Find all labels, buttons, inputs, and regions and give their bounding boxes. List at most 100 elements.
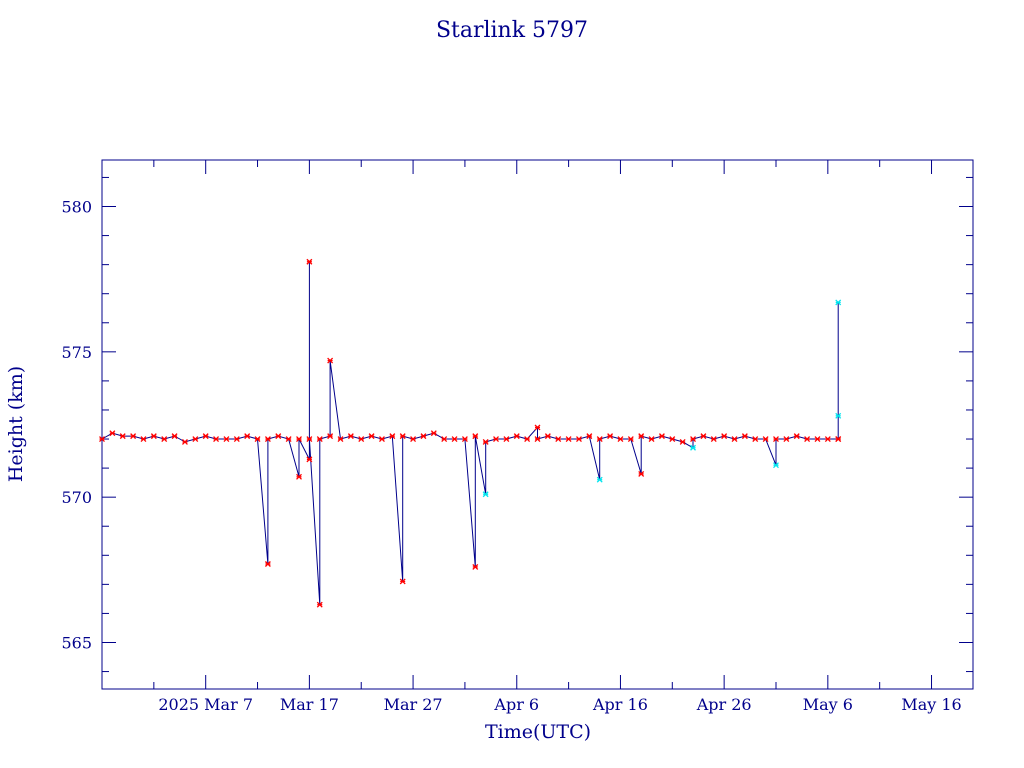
data-point (150, 433, 157, 440)
data-point (275, 433, 282, 440)
data-point (327, 433, 334, 440)
data-point (223, 436, 230, 442)
data-point-highlight (835, 412, 842, 419)
data-point (814, 436, 821, 442)
data-point (534, 424, 541, 431)
series-line (101, 261, 839, 605)
data-point (347, 433, 354, 440)
data-point (669, 436, 676, 442)
data-point-highlight (835, 299, 842, 306)
data-point (254, 436, 261, 442)
data-point (607, 433, 614, 440)
data-point (306, 436, 313, 442)
x-tick-label: Apr 6 (493, 695, 539, 714)
data-point (576, 436, 582, 442)
x-tick-label: Apr 16 (592, 695, 648, 714)
data-point (627, 436, 634, 442)
plot-frame (101, 159, 974, 690)
data-point (482, 438, 489, 445)
y-axis-label: Height (km) (5, 366, 27, 482)
data-point (358, 436, 365, 442)
x-axis-label: Time(UTC) (485, 721, 591, 743)
data-point (472, 563, 479, 570)
data-point (140, 436, 147, 442)
data-point (264, 436, 271, 442)
data-point (493, 436, 499, 442)
data-point (264, 561, 271, 567)
series-height (99, 258, 842, 608)
data-point (783, 436, 790, 442)
data-point (451, 436, 458, 442)
data-point-highlight (690, 444, 696, 451)
data-point (399, 433, 406, 440)
data-point (700, 433, 707, 440)
data-point (710, 436, 717, 442)
data-point (285, 436, 292, 442)
x-tick-label: 2025 Mar 7 (158, 695, 253, 714)
data-point (410, 436, 417, 442)
data-point (192, 436, 199, 442)
y-tick-label: 565 (61, 633, 92, 652)
data-point (213, 436, 220, 442)
data-point (161, 436, 168, 442)
data-point (793, 433, 800, 440)
data-point (316, 601, 323, 608)
data-point (368, 433, 375, 440)
data-point (752, 436, 759, 442)
data-point (586, 433, 593, 440)
x-tick-label: Apr 26 (696, 695, 752, 714)
data-point (762, 436, 769, 442)
y-tick-label: 580 (61, 198, 92, 217)
data-point (296, 473, 302, 480)
data-point-highlight (596, 476, 603, 483)
data-point (306, 456, 313, 463)
x-tick-label: Mar 27 (384, 695, 443, 714)
data-point (399, 578, 406, 585)
data-point (327, 357, 334, 364)
data-point (658, 433, 665, 440)
data-point (420, 433, 427, 440)
data-point (503, 436, 510, 442)
data-point (461, 436, 468, 442)
data-point (306, 258, 313, 265)
data-point (430, 430, 437, 437)
data-point-highlight (482, 491, 489, 498)
data-point (337, 436, 344, 442)
data-point (617, 436, 624, 442)
data-point (389, 433, 396, 440)
data-point (544, 433, 551, 440)
data-point (296, 436, 302, 442)
data-point (244, 433, 251, 440)
data-point (835, 436, 842, 442)
data-point (721, 433, 728, 440)
data-point (171, 433, 178, 440)
data-point (565, 436, 572, 442)
data-point (109, 430, 116, 437)
data-point (202, 433, 209, 440)
x-tick-label: May 6 (803, 695, 853, 714)
data-point (648, 436, 655, 442)
chart-title: Starlink 5797 (436, 18, 588, 43)
data-point (99, 436, 105, 442)
data-point (441, 436, 448, 442)
data-point (596, 436, 603, 442)
data-point (824, 436, 831, 442)
data-point (741, 433, 748, 440)
data-point (804, 436, 811, 442)
data-point (638, 433, 645, 440)
x-tick-label: Mar 17 (280, 695, 339, 714)
data-point (181, 438, 188, 445)
data-point-highlight (773, 462, 779, 469)
data-point (524, 436, 531, 442)
data-point (130, 433, 137, 440)
data-point (638, 470, 645, 477)
data-point (379, 436, 385, 442)
data-point (679, 438, 686, 445)
data-point (534, 436, 541, 442)
data-point (513, 433, 520, 440)
data-point (233, 436, 240, 442)
data-point (731, 436, 738, 442)
data-point (316, 436, 323, 442)
data-point (773, 436, 779, 442)
